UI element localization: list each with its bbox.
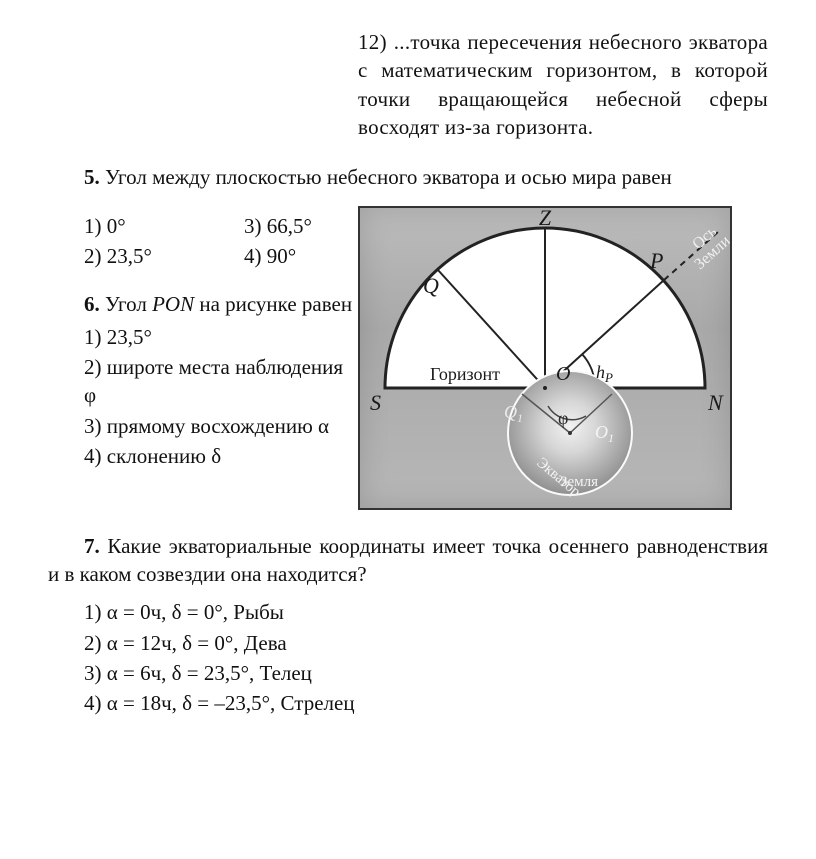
celestial-diagram-svg: Z P Q S N O hP Горизонт φ Q1 O1 Ось Земл… — [360, 208, 730, 508]
q5-body: Угол между плоскостью небесного экватора… — [105, 165, 672, 189]
question-5: 5. Угол между плоскостью небесного экват… — [48, 163, 768, 191]
label-p: P — [649, 248, 663, 273]
q6-opt-1: 1) 23,5° — [84, 323, 358, 351]
q6-body-after: на рисунке равен — [194, 292, 352, 316]
q6-opt-4: 4) склонению δ — [84, 442, 358, 470]
left-column: 1) 0° 2) 23,5° 3) 66,5° 4) 90° 6. Угол P… — [48, 206, 358, 485]
label-s: S — [370, 390, 381, 415]
q7-num: 7. — [84, 534, 100, 558]
q7-text: 7. Какие экваториальные координаты имеет… — [48, 532, 768, 589]
q6-body-before: Угол — [105, 292, 152, 316]
label-n: N — [707, 390, 724, 415]
q5-options: 1) 0° 2) 23,5° 3) 66,5° 4) 90° — [48, 210, 358, 273]
q5-text: 5. Угол между плоскостью небесного экват… — [48, 163, 768, 191]
q6-num: 6. — [84, 292, 100, 316]
q6-opt-3: 3) прямому восхождению α — [84, 412, 358, 440]
question-7: 7. Какие экваториальные координаты имеет… — [48, 532, 768, 718]
q6-opt-2: 2) широте места наблюдения φ — [84, 353, 358, 410]
label-earth: Земля — [560, 474, 598, 490]
q5-opt-2: 2) 23,5° — [84, 242, 244, 270]
q12-num: 12) — [358, 30, 387, 54]
question-12: 12) ...точка пересечения небесного экват… — [358, 28, 768, 141]
q7-opt-2: 2) α = 12ч, δ = 0°, Дева — [84, 629, 768, 657]
q7-options: 1) α = 0ч, δ = 0°, Рыбы 2) α = 12ч, δ = … — [48, 598, 768, 717]
q6-text: 6. Угол PON на рисунке равен — [48, 290, 358, 318]
q7-body: Какие экваториальные координаты имеет то… — [48, 534, 768, 586]
q5-num: 5. — [84, 165, 100, 189]
label-phi: φ — [558, 408, 568, 428]
label-q: Q — [423, 273, 439, 298]
q6-options: 1) 23,5° 2) широте места наблюдения φ 3)… — [48, 323, 358, 471]
q6-pon: PON — [152, 292, 194, 316]
o-point — [543, 386, 547, 390]
o1-point — [568, 431, 572, 435]
q5-opt-1: 1) 0° — [84, 212, 244, 240]
q7-opt-4: 4) α = 18ч, δ = –23,5°, Стрелец — [84, 689, 768, 717]
q12-body: ...точка пересечения небесного экватора … — [358, 30, 768, 139]
celestial-diagram: Z P Q S N O hP Горизонт φ Q1 O1 Ось Земл… — [358, 206, 732, 510]
q5-opt-3: 3) 66,5° — [244, 212, 312, 240]
q5-opt-4: 4) 90° — [244, 242, 312, 270]
question-6: 6. Угол PON на рисунке равен 1) 23,5° 2)… — [48, 290, 358, 470]
q7-opt-3: 3) α = 6ч, δ = 23,5°, Телец — [84, 659, 768, 687]
q5-q6-row: 1) 0° 2) 23,5° 3) 66,5° 4) 90° 6. Угол P… — [48, 206, 768, 510]
q7-opt-1: 1) α = 0ч, δ = 0°, Рыбы — [84, 598, 768, 626]
label-z: Z — [539, 208, 552, 230]
label-o: O — [556, 363, 570, 385]
label-horizon: Горизонт — [430, 364, 500, 384]
